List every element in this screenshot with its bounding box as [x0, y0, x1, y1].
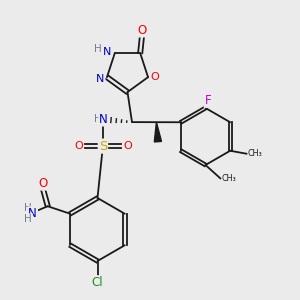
Text: N: N	[28, 207, 37, 220]
Text: O: O	[39, 177, 48, 190]
Text: H: H	[94, 114, 102, 124]
Text: S: S	[99, 140, 107, 153]
Text: H: H	[24, 214, 32, 224]
Text: CH₃: CH₃	[248, 149, 262, 158]
Text: N: N	[99, 112, 108, 126]
Text: O: O	[137, 23, 146, 37]
Text: N: N	[103, 46, 112, 56]
Text: CH₃: CH₃	[221, 174, 236, 183]
Text: Cl: Cl	[92, 276, 103, 289]
Text: O: O	[123, 141, 132, 151]
Text: F: F	[205, 94, 211, 107]
Text: O: O	[74, 141, 83, 151]
Text: H: H	[94, 44, 102, 54]
Text: H: H	[24, 203, 32, 213]
Text: O: O	[150, 72, 159, 82]
Polygon shape	[154, 122, 161, 142]
Text: N: N	[96, 74, 104, 84]
